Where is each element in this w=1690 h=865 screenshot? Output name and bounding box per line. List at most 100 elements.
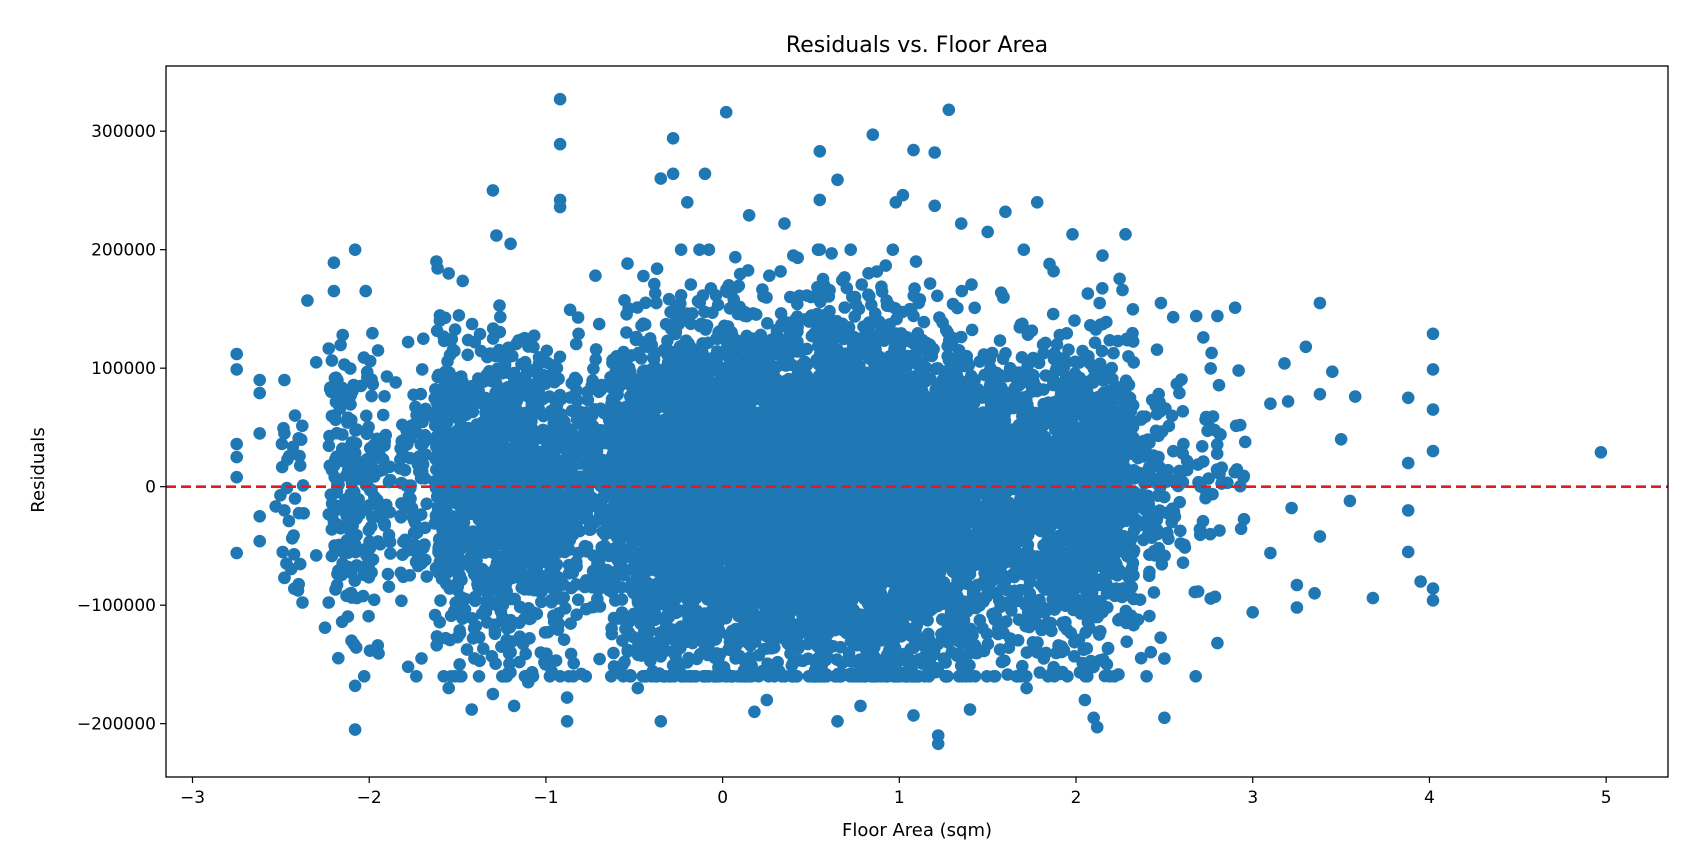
scatter-point [419, 553, 432, 567]
scatter-point [437, 334, 451, 348]
scatter-point [418, 429, 432, 442]
scatter-point [499, 546, 512, 560]
scatter-point [499, 486, 512, 500]
scatter-point [685, 609, 698, 622]
scatter-point [430, 639, 444, 652]
scatter-point [690, 621, 704, 634]
scatter-point [365, 389, 378, 403]
scatter-point [324, 381, 337, 395]
scatter-point [726, 335, 740, 348]
scatter-point [553, 350, 567, 364]
scatter-point [439, 631, 453, 645]
scatter-point [527, 329, 541, 343]
y-axis-label: Residuals [28, 427, 49, 512]
scatter-point [668, 426, 682, 439]
scatter-point [293, 449, 306, 463]
scatter-point [382, 475, 396, 489]
scatter-point [448, 323, 462, 336]
scatter-point [547, 539, 560, 553]
scatter-point [763, 269, 776, 283]
scatter-point [646, 598, 660, 612]
scatter-point [340, 521, 354, 535]
scatter-point [499, 670, 513, 683]
scatter-point [468, 594, 482, 608]
scatter-point [686, 307, 699, 320]
scatter-point [687, 511, 701, 524]
scatter-point [536, 518, 549, 531]
scatter-point [529, 454, 543, 467]
scatter-point [621, 257, 634, 270]
scatter-point [565, 376, 579, 390]
scatter-point [580, 406, 593, 419]
scatter-point [581, 503, 594, 516]
scatter-point [500, 622, 514, 635]
scatter-point [330, 578, 344, 592]
scatter-point [451, 559, 465, 572]
scatter-point [713, 329, 727, 343]
scatter-point [701, 648, 714, 662]
scatter-point [325, 354, 339, 367]
scatter-point [593, 454, 607, 468]
scatter-point [365, 373, 378, 386]
scatter-point [376, 453, 389, 466]
scatter-point [286, 440, 300, 454]
scatter-point [711, 298, 725, 312]
scatter-point [550, 558, 564, 571]
scatter-point [664, 549, 677, 562]
scatter-point [633, 603, 647, 617]
scatter-point [328, 470, 342, 484]
scatter-point [513, 655, 526, 669]
scatter-point [557, 633, 571, 646]
scatter-point [429, 479, 443, 492]
scatter-point [418, 521, 432, 535]
scatter-point [282, 514, 296, 528]
scatter-point [507, 537, 521, 550]
scatter-point [638, 463, 651, 476]
scatter-point [287, 529, 300, 542]
scatter-point [648, 277, 661, 291]
scatter-point [488, 624, 502, 637]
scatter-point [592, 513, 605, 526]
scatter-point [696, 289, 710, 302]
scatter-point [511, 493, 525, 507]
scatter-point [448, 604, 461, 618]
scatter-point [360, 453, 374, 466]
scatter-point [686, 636, 699, 650]
scatter-point [695, 499, 708, 513]
scatter-point [394, 566, 408, 580]
scatter-point [411, 411, 425, 424]
scatter-point [409, 400, 422, 414]
scatter-point [696, 346, 709, 359]
scatter-point [453, 658, 466, 671]
scatter-point [760, 291, 773, 304]
scatter-point [669, 321, 683, 334]
scatter-point [505, 635, 519, 648]
scatter-point [367, 593, 381, 607]
scatter-point [670, 487, 683, 500]
scatter-point [513, 439, 526, 453]
scatter-point [452, 309, 466, 322]
scatter-point [615, 374, 628, 387]
scatter-point [711, 359, 725, 372]
scatter-point [395, 594, 408, 608]
scatter-point [493, 299, 506, 312]
scatter-point [505, 567, 519, 580]
scatter-point [357, 670, 371, 683]
scatter-point [726, 367, 739, 380]
scatter-point [563, 487, 577, 501]
scatter-point [742, 670, 755, 683]
scatter-point [398, 463, 412, 477]
scatter-point [634, 617, 647, 631]
scatter-point [662, 610, 676, 624]
scatter-point [296, 596, 309, 609]
scatter-point [448, 344, 461, 358]
scatter-point [650, 262, 664, 276]
scatter-point [340, 589, 353, 603]
scatter-point [343, 440, 357, 453]
scatter-point [481, 350, 494, 364]
scatter-point [615, 593, 629, 606]
scatter-point [725, 552, 738, 566]
scatter-point [332, 651, 345, 665]
scatter-point [530, 607, 544, 621]
scatter-point [455, 463, 468, 477]
